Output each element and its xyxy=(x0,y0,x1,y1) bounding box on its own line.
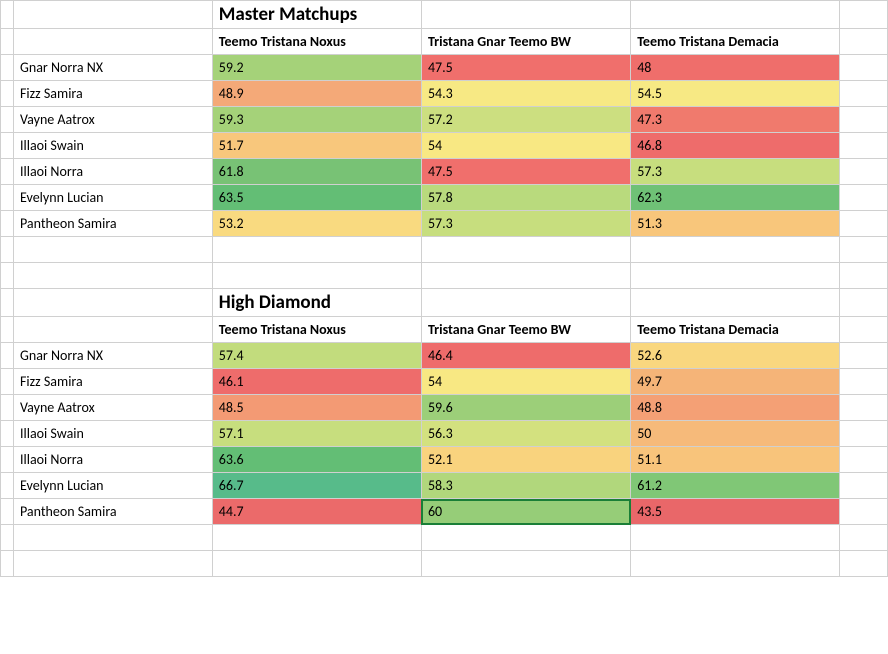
row-label: Illaoi Norra xyxy=(14,447,213,473)
row-label: Fizz Samira xyxy=(14,369,213,395)
matchup-cell[interactable]: 50 xyxy=(631,421,840,447)
matchup-cell[interactable]: 61.8 xyxy=(212,159,421,185)
row-label: Illaoi Swain xyxy=(14,133,213,159)
matchup-cell[interactable]: 46.8 xyxy=(631,133,840,159)
section-title: High Diamond xyxy=(212,289,421,317)
matchup-cell[interactable]: 48 xyxy=(631,55,840,81)
section-title: Master Matchups xyxy=(212,1,421,29)
column-header: Teemo Tristana Noxus xyxy=(212,29,421,55)
matchup-cell[interactable]: 51.7 xyxy=(212,133,421,159)
matchup-cell[interactable]: 66.7 xyxy=(212,473,421,499)
matchup-cell[interactable]: 57.3 xyxy=(421,211,630,237)
matchup-cell[interactable]: 58.3 xyxy=(421,473,630,499)
matchup-cell[interactable]: 59.2 xyxy=(212,55,421,81)
matchup-cell[interactable]: 49.7 xyxy=(631,369,840,395)
matchup-cell[interactable]: 47.3 xyxy=(631,107,840,133)
matchup-cell[interactable]: 47.5 xyxy=(421,55,630,81)
matchup-cell[interactable]: 52.6 xyxy=(631,343,840,369)
row-label: Gnar Norra NX xyxy=(14,343,213,369)
matchup-cell[interactable]: 56.3 xyxy=(421,421,630,447)
row-label: Illaoi Swain xyxy=(14,421,213,447)
row-label: Vayne Aatrox xyxy=(14,395,213,421)
matchup-cell[interactable]: 62.3 xyxy=(631,185,840,211)
matchup-cell[interactable]: 47.5 xyxy=(421,159,630,185)
matchup-cell[interactable]: 57.1 xyxy=(212,421,421,447)
matchup-cell[interactable]: 51.3 xyxy=(631,211,840,237)
matchup-cell[interactable]: 54.3 xyxy=(421,81,630,107)
matchup-cell[interactable]: 63.5 xyxy=(212,185,421,211)
matchup-cell[interactable]: 54 xyxy=(421,369,630,395)
matchup-cell[interactable]: 57.4 xyxy=(212,343,421,369)
matchup-cell[interactable]: 60 xyxy=(421,499,630,525)
matchup-cell[interactable]: 53.2 xyxy=(212,211,421,237)
spreadsheet-grid[interactable]: Master MatchupsTeemo Tristana NoxusTrist… xyxy=(0,0,888,577)
row-label: Pantheon Samira xyxy=(14,211,213,237)
row-label: Vayne Aatrox xyxy=(14,107,213,133)
column-header: Teemo Tristana Demacia xyxy=(631,29,840,55)
column-header: Teemo Tristana Noxus xyxy=(212,317,421,343)
row-label: Fizz Samira xyxy=(14,81,213,107)
matchup-cell[interactable]: 63.6 xyxy=(212,447,421,473)
row-label: Illaoi Norra xyxy=(14,159,213,185)
matchup-cell[interactable]: 51.1 xyxy=(631,447,840,473)
column-header: Tristana Gnar Teemo BW xyxy=(421,317,630,343)
matchup-cell[interactable]: 46.4 xyxy=(421,343,630,369)
matchup-cell[interactable]: 54.5 xyxy=(631,81,840,107)
row-label: Evelynn Lucian xyxy=(14,185,213,211)
matchup-cell[interactable]: 59.3 xyxy=(212,107,421,133)
matchup-cell[interactable]: 57.2 xyxy=(421,107,630,133)
matchup-cell[interactable]: 57.8 xyxy=(421,185,630,211)
matchup-cell[interactable]: 46.1 xyxy=(212,369,421,395)
matchup-cell[interactable]: 54 xyxy=(421,133,630,159)
matchup-cell[interactable]: 59.6 xyxy=(421,395,630,421)
row-label: Gnar Norra NX xyxy=(14,55,213,81)
matchup-cell[interactable]: 48.9 xyxy=(212,81,421,107)
column-header: Teemo Tristana Demacia xyxy=(631,317,840,343)
matchup-cell[interactable]: 43.5 xyxy=(631,499,840,525)
matchup-cell[interactable]: 44.7 xyxy=(212,499,421,525)
matchup-cell[interactable]: 61.2 xyxy=(631,473,840,499)
matchup-cell[interactable]: 57.3 xyxy=(631,159,840,185)
matchup-cell[interactable]: 48.8 xyxy=(631,395,840,421)
matchup-cell[interactable]: 48.5 xyxy=(212,395,421,421)
column-header: Tristana Gnar Teemo BW xyxy=(421,29,630,55)
row-label: Pantheon Samira xyxy=(14,499,213,525)
matchup-cell[interactable]: 52.1 xyxy=(421,447,630,473)
row-label: Evelynn Lucian xyxy=(14,473,213,499)
